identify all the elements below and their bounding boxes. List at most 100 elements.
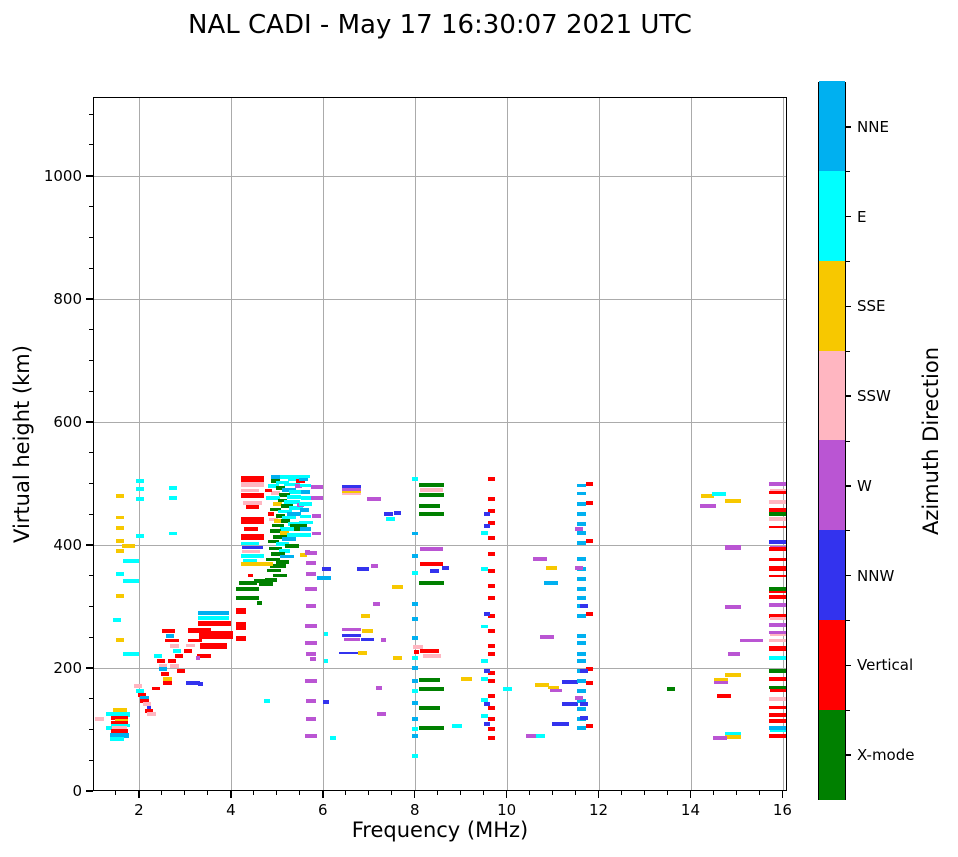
data-mark — [487, 521, 496, 525]
data-mark — [259, 561, 274, 566]
data-mark — [769, 713, 786, 717]
data-mark — [419, 678, 440, 682]
colorbar-boundary-tick — [846, 620, 850, 621]
data-mark — [429, 569, 439, 573]
data-mark — [135, 689, 145, 693]
data-mark — [310, 657, 316, 661]
data-mark — [419, 687, 445, 692]
data-mark — [198, 616, 229, 620]
data-mark — [580, 604, 588, 609]
data-mark — [769, 516, 786, 521]
data-mark — [487, 508, 496, 513]
x-tick-label: 4 — [226, 801, 236, 819]
data-mark — [138, 692, 147, 697]
colorbar-mid-tick — [846, 485, 851, 487]
data-mark — [135, 534, 145, 538]
x-tick-label: 10 — [497, 801, 517, 819]
data-mark — [116, 515, 125, 520]
data-mark — [487, 644, 496, 649]
data-mark — [154, 654, 163, 658]
data-mark — [299, 520, 314, 525]
x-tick-label: 8 — [409, 801, 420, 819]
data-mark — [550, 688, 562, 693]
azimuth-colorbar — [818, 81, 846, 800]
data-mark — [544, 580, 559, 585]
data-mark — [236, 622, 246, 630]
gridline-horizontal — [94, 299, 786, 301]
x-tick-label: 6 — [318, 801, 328, 819]
data-mark — [135, 478, 145, 483]
data-mark — [269, 564, 286, 569]
data-mark — [311, 484, 323, 489]
data-mark — [367, 497, 382, 501]
data-mark — [357, 566, 369, 571]
data-mark — [585, 539, 594, 543]
data-mark — [769, 557, 786, 562]
data-mark — [412, 601, 418, 606]
data-mark — [321, 566, 331, 571]
data-mark — [241, 534, 265, 541]
x-minor-tick — [621, 791, 623, 795]
data-mark — [247, 573, 253, 578]
data-mark — [728, 652, 740, 657]
x-minor-tick — [460, 791, 462, 795]
data-mark — [769, 590, 786, 594]
colorbar-category-label: E — [857, 207, 867, 226]
data-mark — [311, 496, 323, 500]
data-mark — [316, 576, 331, 580]
data-mark — [142, 702, 151, 706]
data-mark — [419, 483, 445, 487]
data-mark — [342, 634, 361, 638]
data-mark — [532, 556, 547, 561]
gridline-vertical — [690, 98, 692, 790]
data-mark — [769, 540, 786, 545]
data-mark — [714, 680, 729, 685]
x-axis-label: Frequency (MHz) — [351, 818, 529, 842]
x-major-tick — [413, 791, 416, 798]
gridline-vertical — [323, 98, 325, 790]
data-mark — [323, 632, 329, 636]
data-mark — [122, 559, 139, 564]
data-mark — [769, 668, 786, 673]
data-mark — [585, 481, 594, 486]
data-mark — [460, 676, 473, 681]
y-minor-tick — [89, 144, 93, 146]
data-mark — [666, 687, 675, 692]
data-mark — [305, 624, 317, 628]
data-mark — [121, 544, 136, 548]
data-mark — [266, 496, 281, 500]
data-mark — [412, 531, 418, 536]
data-mark — [264, 699, 270, 703]
x-minor-tick — [575, 791, 577, 795]
colorbar-segment-x-mode — [819, 709, 845, 800]
data-mark — [140, 699, 149, 703]
data-mark — [135, 486, 145, 491]
data-mark — [585, 667, 594, 671]
data-mark — [484, 612, 490, 617]
gridline-vertical — [231, 98, 233, 790]
data-mark — [133, 684, 142, 689]
data-mark — [487, 614, 496, 618]
x-minor-tick — [735, 791, 737, 795]
colorbar-segment-e — [819, 171, 845, 262]
data-mark — [769, 595, 786, 599]
gridline-vertical — [139, 98, 141, 790]
data-mark — [236, 635, 246, 641]
data-mark — [280, 554, 294, 559]
data-mark — [236, 608, 246, 615]
data-mark — [576, 679, 586, 684]
data-mark — [547, 685, 560, 690]
data-mark — [265, 577, 277, 582]
data-mark — [158, 667, 168, 671]
data-mark — [165, 633, 174, 638]
data-mark — [299, 514, 312, 519]
data-mark — [275, 560, 290, 564]
data-mark — [273, 502, 283, 506]
data-mark — [306, 604, 316, 609]
data-mark — [275, 486, 285, 490]
data-mark — [712, 492, 726, 497]
data-mark — [299, 532, 312, 537]
data-mark — [116, 526, 125, 530]
data-mark — [769, 603, 786, 607]
